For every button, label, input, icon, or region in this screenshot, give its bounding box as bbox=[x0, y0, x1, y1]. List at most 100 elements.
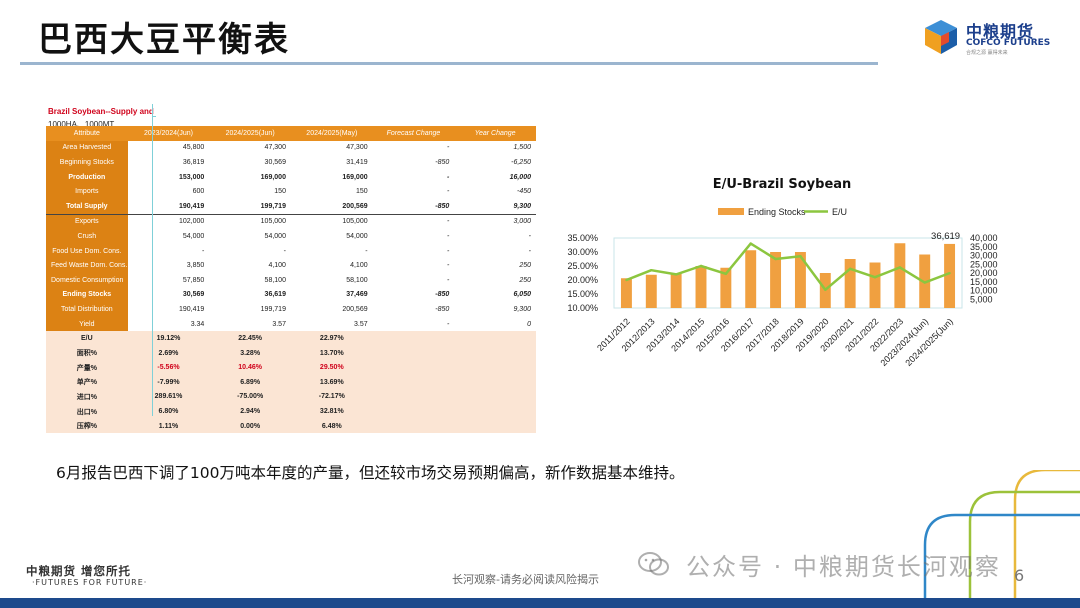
table-row: Feed Waste Dom. Cons. 3,850 4,100 4,100 - 250 bbox=[46, 258, 536, 273]
table-cell: 102,000 bbox=[179, 218, 205, 226]
table-cell: 250 bbox=[519, 262, 531, 270]
table-cell: - bbox=[446, 276, 450, 284]
row-label: E/U bbox=[46, 331, 128, 346]
table-row: Domestic Consumption 57,850 58,100 58,100 - 2… bbox=[46, 272, 536, 288]
ratio-row: 出口% 6.80% 2.94% 32.81% bbox=[46, 404, 536, 419]
logo-en-text: COFCO FUTURES bbox=[966, 38, 1051, 48]
empty-cell bbox=[372, 404, 455, 419]
table-cell: 199,719 bbox=[209, 198, 291, 215]
table-row: Total Distribution 190,419 199,719 200,569 -… bbox=[46, 302, 536, 317]
table-cell: 9,300 bbox=[513, 305, 531, 313]
table-cell: - bbox=[283, 247, 286, 255]
table-cell: 250 bbox=[519, 276, 531, 284]
empty-cell bbox=[454, 360, 536, 376]
table-cell: - bbox=[446, 262, 450, 270]
bar-ending-stocks bbox=[720, 267, 732, 308]
row-label: Area Harvested bbox=[46, 140, 128, 156]
table-row: Total Supply 190,419 199,719 200,569 -850 9,3… bbox=[46, 198, 536, 215]
table-cell: 58,100 bbox=[264, 276, 286, 284]
table-cell: 169,000 bbox=[260, 173, 286, 181]
table-cell: - bbox=[446, 247, 450, 255]
table-row: Food Use Dom. Cons. - - - - - bbox=[46, 243, 536, 259]
empty-cell bbox=[454, 331, 536, 346]
point-eu bbox=[674, 273, 678, 276]
table-cell: 150 bbox=[355, 188, 368, 196]
table-cell: 13.70% bbox=[290, 345, 373, 361]
table-cell: 22.97% bbox=[290, 331, 373, 346]
supply-demand-table-panel: Brazil Soybean--Supply and 1000HA、1000MT… bbox=[46, 104, 536, 434]
empty-cell bbox=[454, 389, 536, 405]
table-header-cell: Attribute bbox=[46, 126, 128, 141]
table-cell: 19.12% bbox=[127, 331, 210, 346]
table-cell: 2.94% bbox=[209, 404, 291, 419]
table-row: Ending Stocks 30,569 36,619 37,469 -850 6,050 bbox=[46, 287, 536, 303]
table-cell: 36,619 bbox=[264, 291, 286, 299]
legend-label-ending-stocks: Ending Stocks bbox=[748, 207, 806, 217]
table-cell: 30,569 bbox=[264, 158, 286, 166]
empty-cell bbox=[454, 375, 536, 390]
table-cell: - bbox=[446, 232, 450, 240]
table-cell: 150 bbox=[274, 188, 286, 196]
y-right-tick-label: 40,000 bbox=[970, 233, 998, 243]
table-cell: 6.80% bbox=[127, 404, 210, 419]
empty-cell bbox=[454, 404, 536, 419]
table-cell: 4,100 bbox=[268, 262, 286, 270]
table-cell: 45,800 bbox=[182, 144, 205, 152]
table-cell: 2.69% bbox=[127, 345, 210, 361]
point-eu bbox=[848, 267, 852, 270]
line-eu bbox=[625, 242, 951, 292]
plot-frame bbox=[613, 237, 963, 309]
point-eu bbox=[774, 257, 777, 261]
table-cell: -850 bbox=[372, 198, 455, 215]
bar-ending-stocks bbox=[844, 259, 856, 308]
row-label: Total Supply bbox=[46, 198, 128, 215]
table-cell: 6.89% bbox=[209, 375, 291, 390]
table-cell: 4,100 bbox=[350, 262, 368, 270]
ratio-row: 单产% -7.99% 6.89% 13.69% bbox=[46, 375, 536, 390]
table-header-cell: 2024/2025(May) bbox=[290, 126, 373, 141]
table-cell: -850 bbox=[435, 158, 450, 166]
ratio-row: E/U 19.12% 22.45% 22.97% bbox=[46, 331, 536, 346]
page-title: 巴西大豆平衡表 bbox=[38, 20, 290, 60]
table-cell: - bbox=[528, 232, 531, 240]
row-label: Feed Waste Dom. Cons. bbox=[46, 258, 128, 273]
y-left-tick-label: 20.00% bbox=[567, 275, 598, 285]
report-caption: 6月报告巴西下调了100万吨本年度的产量，但还较市场交易预期偏高，新作数据基本维… bbox=[56, 464, 685, 482]
y-right-tick-label: 15,000 bbox=[970, 277, 998, 287]
empty-cell bbox=[372, 418, 455, 434]
bar-ending-stocks bbox=[894, 243, 906, 308]
point-eu bbox=[650, 269, 653, 272]
table-row: Yield 3.34 3.57 3.57 - 0 bbox=[46, 316, 536, 332]
table-cell: -850 bbox=[435, 291, 450, 299]
y-right-tick-label: 20,000 bbox=[970, 268, 998, 278]
bar-ending-stocks bbox=[645, 274, 657, 308]
table-cell: 1.11% bbox=[127, 418, 210, 434]
empty-cell bbox=[372, 389, 455, 405]
data-label-ending-stocks: 36,619 bbox=[931, 231, 960, 242]
table-cell: 190,419 bbox=[179, 305, 205, 313]
table-cell: -72.17% bbox=[290, 389, 373, 405]
point-eu bbox=[799, 255, 802, 258]
table-cell: 47,300 bbox=[346, 144, 368, 152]
wechat-icon bbox=[638, 552, 669, 576]
table-cell: 10.46% bbox=[209, 360, 291, 376]
point-eu bbox=[923, 281, 926, 284]
table-cell: 22.45% bbox=[209, 331, 291, 346]
table-cell: 9,300 bbox=[454, 198, 536, 215]
y-right-tick-label: 25,000 bbox=[970, 259, 998, 269]
table-cell: 3,850 bbox=[186, 262, 205, 270]
bar-ending-stocks bbox=[770, 252, 782, 308]
table-row: Exports 102,000 105,000 105,000 - 3,000 bbox=[46, 214, 536, 230]
y-right-tick-label: 5,000 bbox=[970, 294, 993, 304]
table-title: Brazil Soybean--Supply and bbox=[48, 107, 154, 116]
table-cell: 54,000 bbox=[264, 232, 286, 240]
point-eu bbox=[724, 272, 728, 276]
table-divider-tick bbox=[152, 116, 156, 117]
row-label: 压榨% bbox=[46, 418, 128, 434]
table-row: Area Harvested 45,800 47,300 47,300 - 1,500 bbox=[46, 140, 536, 156]
legend-label-eu: E/U bbox=[832, 207, 847, 217]
row-label: Beginning Stocks bbox=[46, 155, 128, 170]
table-cell: -850 bbox=[435, 305, 450, 313]
bar-ending-stocks bbox=[794, 252, 806, 308]
table-cell: 54,000 bbox=[346, 232, 368, 240]
